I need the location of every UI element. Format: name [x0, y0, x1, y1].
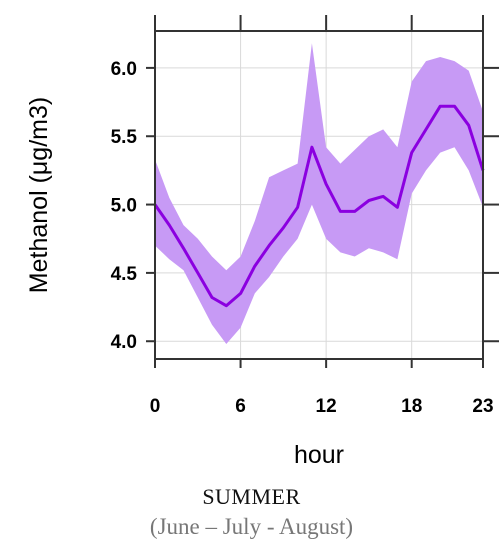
x-axis-title: hour — [294, 441, 344, 469]
plot-frame — [154, 30, 484, 360]
mean-line — [153, 104, 485, 308]
season-caption: SUMMER — [202, 484, 301, 509]
y-tick-label: 6.0 — [111, 59, 137, 80]
y-tick-label: 4.0 — [111, 332, 137, 353]
methanol-chart: 0 6 12 18 23 4.0 4.5 5.0 5.5 6.0 hour Methanol (μ… — [25, 15, 499, 469]
y-tick-label: 5.5 — [111, 127, 138, 148]
axis-ticks — [146, 15, 499, 368]
x-tick-label: 0 — [150, 396, 161, 417]
x-tick-label: 18 — [401, 396, 422, 417]
confidence-band — [155, 43, 483, 345]
y-tick-label: 5.0 — [111, 196, 137, 217]
y-axis-title: Methanol (μg/m3) — [25, 97, 53, 293]
y-tick-label: 4.5 — [111, 264, 138, 285]
x-tick-label: 6 — [235, 396, 246, 417]
x-tick-label: 12 — [316, 396, 337, 417]
x-tick-label: 23 — [472, 396, 493, 417]
tick-labels: 0 6 12 18 23 4.0 4.5 5.0 5.5 6.0 — [111, 59, 494, 417]
months-caption: (June – July - August) — [149, 514, 354, 539]
